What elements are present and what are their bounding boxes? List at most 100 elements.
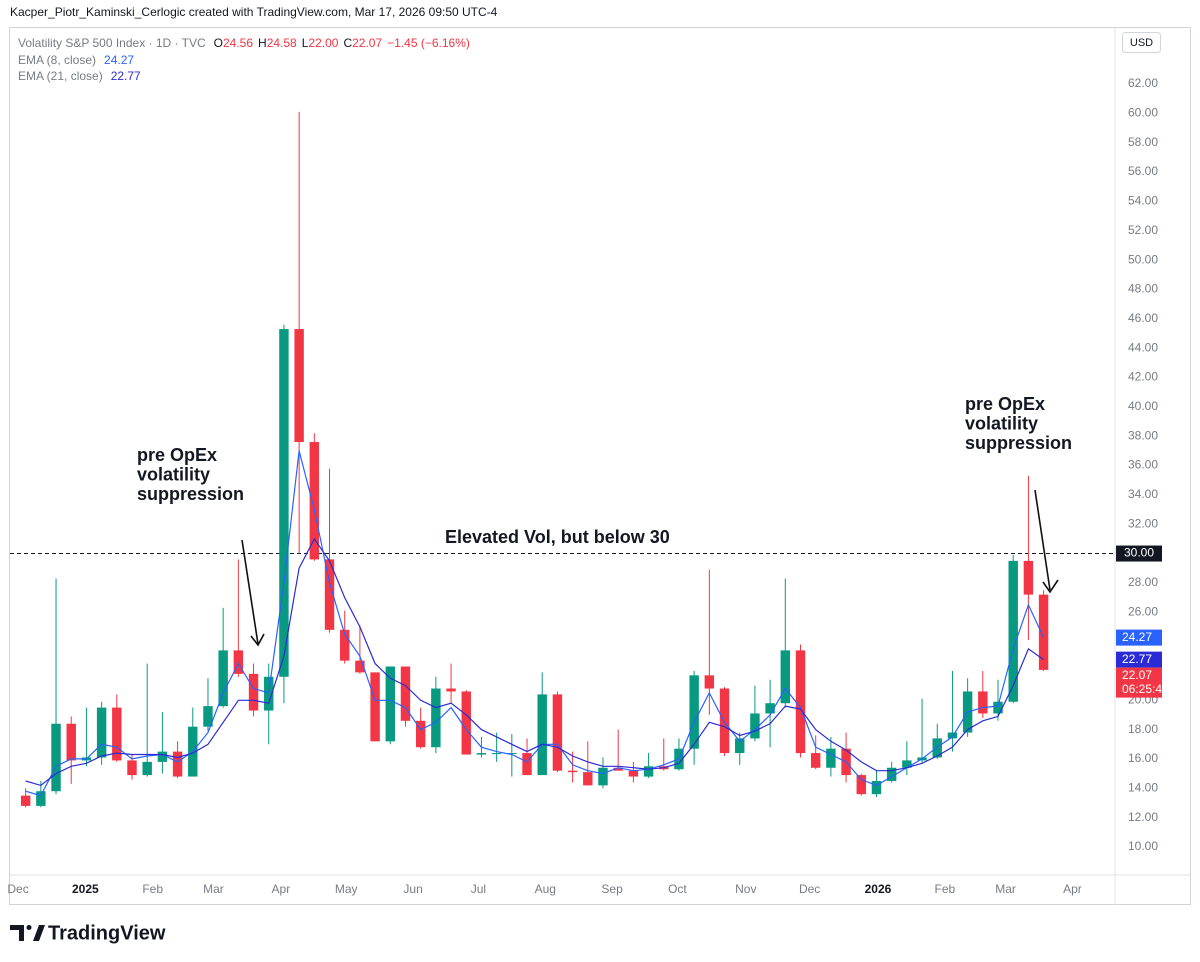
candle-body xyxy=(233,650,244,674)
currency-button[interactable] xyxy=(1122,32,1161,53)
x-tick-label: Feb xyxy=(142,882,163,896)
candle-body xyxy=(735,738,745,754)
footer-logo: TradingView xyxy=(10,922,166,944)
candle-body xyxy=(583,772,593,786)
y-tick-label: 34.00 xyxy=(1128,487,1158,501)
y-tick-label: 10.00 xyxy=(1128,839,1158,853)
y-tick-label: 40.00 xyxy=(1128,399,1158,413)
x-tick-label: Jun xyxy=(403,882,422,896)
candle-body xyxy=(112,707,122,761)
candle-body xyxy=(431,688,441,748)
x-tick-label: May xyxy=(335,882,358,896)
candle-body xyxy=(856,775,866,795)
y-tick-label: 54.00 xyxy=(1128,194,1158,208)
y-tick-label: 36.00 xyxy=(1128,458,1158,472)
candle-body xyxy=(826,748,836,768)
candle-body xyxy=(598,767,608,786)
price-tag-label: 24.27 xyxy=(1122,630,1152,644)
ohlc-value: 24.58 xyxy=(267,36,297,50)
candle-body xyxy=(203,706,213,727)
x-tick-label: 2026 xyxy=(865,882,892,896)
ohlc-key: C xyxy=(343,36,352,50)
arrow xyxy=(1034,489,1051,591)
ohlc-key: O xyxy=(214,36,223,50)
ema-value: 22.77 xyxy=(111,69,141,83)
arrow-head xyxy=(1042,579,1059,594)
ema-line xyxy=(25,450,1045,797)
arrows xyxy=(241,489,1059,647)
candle-body xyxy=(947,732,958,739)
y-tick-label: 52.00 xyxy=(1128,223,1158,237)
arrow xyxy=(241,539,259,645)
candle-body xyxy=(127,760,137,776)
candle-body xyxy=(20,795,31,806)
candle-body xyxy=(750,713,760,739)
y-tick-label: 56.00 xyxy=(1128,164,1158,178)
candle-body xyxy=(567,770,578,773)
candle-body xyxy=(765,703,775,714)
x-tick-label: Sep xyxy=(601,882,623,896)
y-tick-label: 14.00 xyxy=(1128,780,1158,794)
candle-body xyxy=(339,629,350,661)
candle-body xyxy=(248,673,259,711)
candle-body xyxy=(886,767,897,781)
candle-body xyxy=(476,753,487,755)
candle-body xyxy=(142,761,152,776)
x-tick-label: Aug xyxy=(535,882,556,896)
x-tick-label: 2025 xyxy=(72,882,99,896)
candle-body xyxy=(613,767,623,771)
chart-frame xyxy=(9,27,1191,905)
y-tick-label: 46.00 xyxy=(1128,311,1158,325)
candle-body xyxy=(1023,560,1034,595)
y-tick-label: 32.00 xyxy=(1128,516,1158,530)
candle-body xyxy=(902,760,912,768)
price-tag xyxy=(1116,651,1162,668)
candle-body xyxy=(643,766,654,777)
ema-line xyxy=(25,537,1044,787)
x-tick-label: Feb xyxy=(934,882,955,896)
plot-area xyxy=(10,111,1115,808)
candle-body xyxy=(1008,560,1018,702)
y-tick-label: 28.00 xyxy=(1128,575,1158,589)
change: −1.45 (−6.16%) xyxy=(387,36,470,50)
annotation: Elevated Vol, but below 30 xyxy=(445,527,670,547)
arrow-head xyxy=(250,633,265,647)
annotation: pre OpEx xyxy=(137,445,217,465)
x-tick-label: Mar xyxy=(203,882,224,896)
x-tick-label: Apr xyxy=(1063,882,1082,896)
logo-mark xyxy=(10,925,24,941)
header-text: Kacper_Piotr_Kaminski_Cerlogic created w… xyxy=(10,5,498,19)
candle-body xyxy=(157,751,168,762)
candle-body xyxy=(415,720,426,748)
ema-legend: EMA (8, close) 24.27 xyxy=(18,53,134,67)
y-tick-label: 12.00 xyxy=(1128,810,1158,824)
candle-body xyxy=(552,694,563,771)
x-tick-label: Mar xyxy=(995,882,1016,896)
countdown-label: 06:25:49 xyxy=(1122,682,1169,696)
candle-body xyxy=(309,442,320,560)
ema-value: 24.27 xyxy=(104,53,134,67)
currency-label[interactable]: USD xyxy=(1130,37,1153,49)
x-tick-label: Jul xyxy=(471,882,486,896)
annotation: suppression xyxy=(965,433,1072,453)
candle-body xyxy=(264,676,274,711)
x-tick-label: Dec xyxy=(799,882,820,896)
price-tag xyxy=(1116,545,1162,562)
x-tick-label: Nov xyxy=(735,882,756,896)
candle-body xyxy=(461,691,471,755)
y-tick-label: 62.00 xyxy=(1128,76,1158,90)
ema-name: EMA (8, close) xyxy=(18,53,96,67)
candle-body xyxy=(993,701,1003,714)
y-tick-label: 58.00 xyxy=(1128,135,1158,149)
candle-body xyxy=(795,650,806,754)
x-tick-label: Oct xyxy=(668,882,687,896)
candle-body xyxy=(1038,594,1049,670)
x-tick-label: Apr xyxy=(272,882,291,896)
logo-mark xyxy=(26,925,32,930)
candle-body xyxy=(370,672,380,742)
y-tick-label: 38.00 xyxy=(1128,428,1158,442)
price-tag-label: 22.77 xyxy=(1122,652,1152,666)
price-tag-label: 22.07 xyxy=(1122,668,1152,682)
y-tick-label: 60.00 xyxy=(1128,106,1158,120)
